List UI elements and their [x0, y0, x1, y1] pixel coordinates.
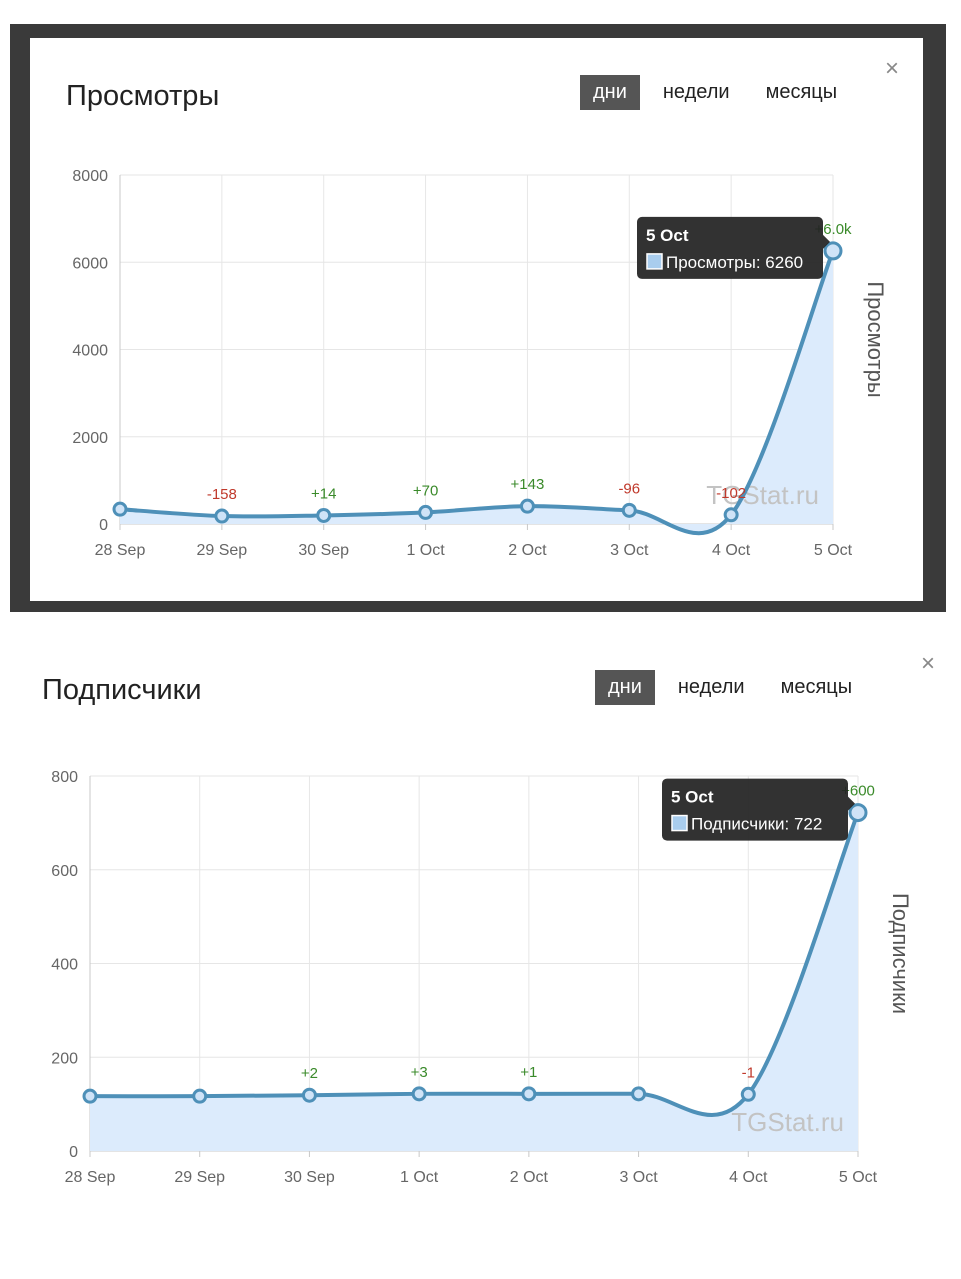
data-point [723, 507, 739, 523]
x-tick-label: 5 Oct [814, 542, 853, 559]
x-tick-label: 1 Oct [400, 1169, 439, 1186]
delta-label: -102 [716, 485, 746, 502]
y-tick-label: 0 [69, 1144, 78, 1161]
x-tick-label: 1 Oct [406, 542, 445, 559]
delta-label: +600 [841, 783, 875, 800]
delta-label: +6.0k [814, 221, 852, 238]
delta-label: +1 [520, 1064, 537, 1081]
period-months-button[interactable]: месяцы [780, 676, 853, 698]
x-tick-label: 3 Oct [619, 1169, 658, 1186]
x-tick-label: 3 Oct [610, 542, 649, 559]
period-days-button[interactable]: дни [580, 75, 640, 110]
data-point [214, 508, 230, 524]
tooltip-value: Подписчики: 722 [691, 815, 822, 834]
data-point [631, 1086, 647, 1102]
tooltip-pointer [823, 234, 830, 249]
x-tick-label: 2 Oct [508, 542, 547, 559]
y-axis-title: Подписчики [888, 893, 913, 1014]
series-line [119, 250, 835, 536]
data-point [823, 241, 843, 261]
delta-label: -1 [742, 1064, 755, 1081]
y-tick-label: 4000 [72, 343, 108, 360]
series-line [89, 811, 860, 1117]
data-point [848, 803, 868, 823]
data-point [521, 1086, 537, 1102]
period-weeks-button[interactable]: недели [677, 676, 745, 698]
tooltip-swatch [646, 253, 663, 270]
x-tick-label: 5 Oct [839, 1169, 878, 1186]
data-point [192, 1088, 208, 1104]
period-months-button[interactable]: месяцы [765, 81, 838, 103]
tooltip-title: 5 Oct [646, 226, 689, 245]
x-tick-label: 29 Sep [174, 1169, 225, 1186]
data-point [112, 501, 128, 517]
views-chart-modal: Просмотры × дни недели месяцы 0 2000 4000 6… [30, 38, 923, 601]
delta-label: +70 [413, 482, 438, 499]
x-tick-label: 29 Sep [196, 542, 247, 559]
data-point [316, 507, 332, 523]
y-tick-label: 8000 [72, 168, 108, 185]
tooltip-pointer [848, 796, 855, 811]
series-area [120, 250, 833, 534]
data-point [301, 1087, 317, 1103]
x-tick-label: 4 Oct [712, 542, 751, 559]
data-point [82, 1088, 98, 1104]
y-tick-label: 600 [51, 863, 78, 880]
tooltip-box [637, 216, 823, 279]
data-point [621, 502, 637, 518]
y-tick-label: 800 [51, 769, 78, 786]
period-weeks-button[interactable]: недели [662, 81, 730, 103]
y-axis-title: Просмотры [863, 281, 888, 397]
tooltip-value: Просмотры: 6260 [666, 253, 803, 272]
tooltip-box [662, 778, 848, 841]
x-tick-label: 30 Sep [298, 542, 349, 559]
close-icon[interactable]: × [921, 650, 936, 677]
y-tick-label: 0 [99, 517, 108, 534]
y-tick-label: 200 [51, 1050, 78, 1067]
tooltip-swatch [671, 814, 688, 832]
period-days-button[interactable]: дни [595, 670, 655, 705]
subscribers-chart-modal: Подписчики × дни недели месяцы 0 200 400 60… [0, 620, 961, 1279]
delta-label: +2 [301, 1065, 318, 1082]
delta-label: +3 [411, 1064, 428, 1081]
tooltip-title: 5 Oct [671, 788, 714, 807]
delta-label: -158 [207, 486, 237, 503]
close-icon[interactable]: × [885, 55, 900, 82]
delta-label: -96 [618, 480, 640, 497]
subscribers-period-switch: дни недели месяцы [595, 670, 865, 705]
y-tick-label: 6000 [72, 255, 108, 272]
y-tick-label: 2000 [72, 430, 108, 447]
views-chart-title: Просмотры [66, 80, 220, 112]
views-period-switch: дни недели месяцы [580, 75, 850, 110]
subscribers-chart-title: Подписчики [42, 674, 202, 706]
subscribers-chart: 0 200 400 600 800 28 Sep 29 Sep 30 Sep 1 Oct 2 Oc… [51, 769, 913, 1186]
data-point [418, 504, 434, 520]
watermark: TGStat.ru [731, 1107, 844, 1137]
x-tick-label: 2 Oct [510, 1169, 549, 1186]
x-tick-label: 4 Oct [729, 1169, 768, 1186]
x-tick-label: 28 Sep [65, 1169, 116, 1186]
x-tick-label: 28 Sep [95, 542, 146, 559]
delta-label: +14 [311, 485, 336, 502]
x-tick-label: 30 Sep [284, 1169, 335, 1186]
data-point [740, 1086, 756, 1102]
delta-label: +143 [511, 476, 545, 493]
views-chart: 0 2000 4000 6000 8000 28 Sep 29 Sep 30 Sep 1 Oct… [72, 168, 888, 559]
y-tick-label: 400 [51, 957, 78, 974]
series-area [90, 812, 858, 1151]
watermark: TGStat.ru [706, 480, 819, 510]
data-point [411, 1086, 427, 1102]
data-point [519, 498, 535, 514]
